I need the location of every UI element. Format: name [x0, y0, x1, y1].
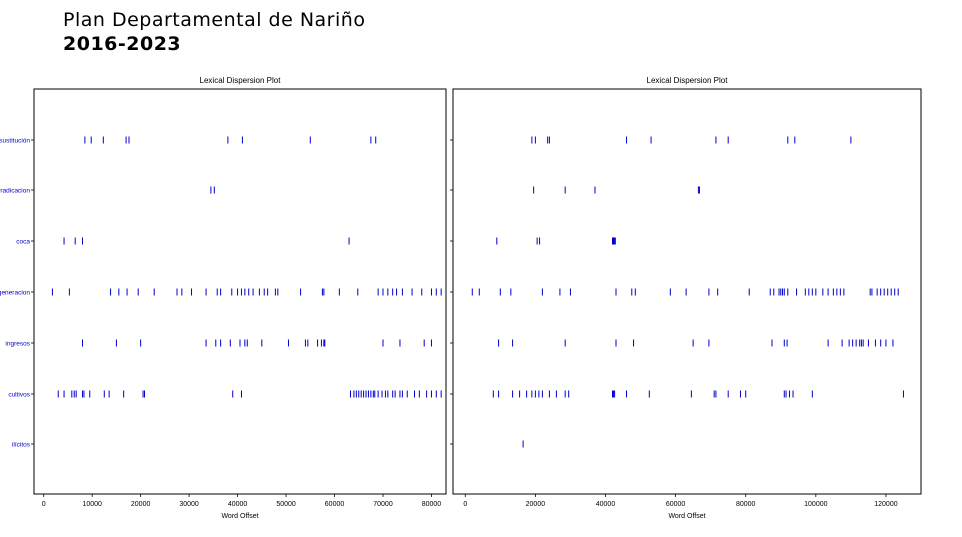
y-category-label: coca [16, 239, 30, 246]
y-category-label: ilícitos [12, 442, 31, 449]
chart-2: Lexical Dispersion Plot 0 20000 40000 60000 8… [450, 76, 922, 520]
y-category-label: erradicacion [0, 188, 30, 195]
x-tick-label: 50000 [276, 501, 296, 508]
page-title: Plan Departamental de Nariño [63, 9, 366, 31]
x-tick-label: 80000 [422, 501, 442, 508]
x-tick-label: 30000 [179, 501, 199, 508]
x-tick-label: 20000 [131, 501, 151, 508]
header: Plan Departamental de Nariño 2016-2023 [63, 8, 365, 56]
plot-frame [452, 88, 922, 495]
x-tick-label: 100000 [804, 501, 827, 508]
x-tick-label: 0 [42, 501, 46, 508]
y-category-label: ingresos [5, 341, 30, 348]
y-category-label: sustitución [0, 138, 30, 145]
plot-frame [33, 88, 447, 495]
x-tick-label: 60000 [325, 501, 345, 508]
x-axis-label: Word Offset [668, 513, 705, 520]
y-category-label: generacion [0, 290, 30, 297]
chart-1: Lexical Dispersion Plot 0 10000 20000 30000 4… [0, 76, 447, 520]
x-tick-label: 80000 [736, 501, 756, 508]
x-tick-label: 70000 [373, 501, 393, 508]
page-subtitle: 2016-2023 [63, 33, 182, 55]
x-tick-label: 60000 [666, 501, 686, 508]
x-tick-label: 0 [463, 501, 467, 508]
x-tick-label: 120000 [874, 501, 897, 508]
x-axis-label: Word Offset [221, 513, 258, 520]
x-tick-label: 10000 [82, 501, 102, 508]
chart-title: Lexical Dispersion Plot [200, 76, 282, 85]
x-tick-label: 40000 [596, 501, 616, 508]
y-category-label: cultivos [8, 392, 30, 399]
x-tick-label: 20000 [526, 501, 546, 508]
chart-title: Lexical Dispersion Plot [647, 76, 729, 85]
x-tick-label: 40000 [228, 501, 248, 508]
